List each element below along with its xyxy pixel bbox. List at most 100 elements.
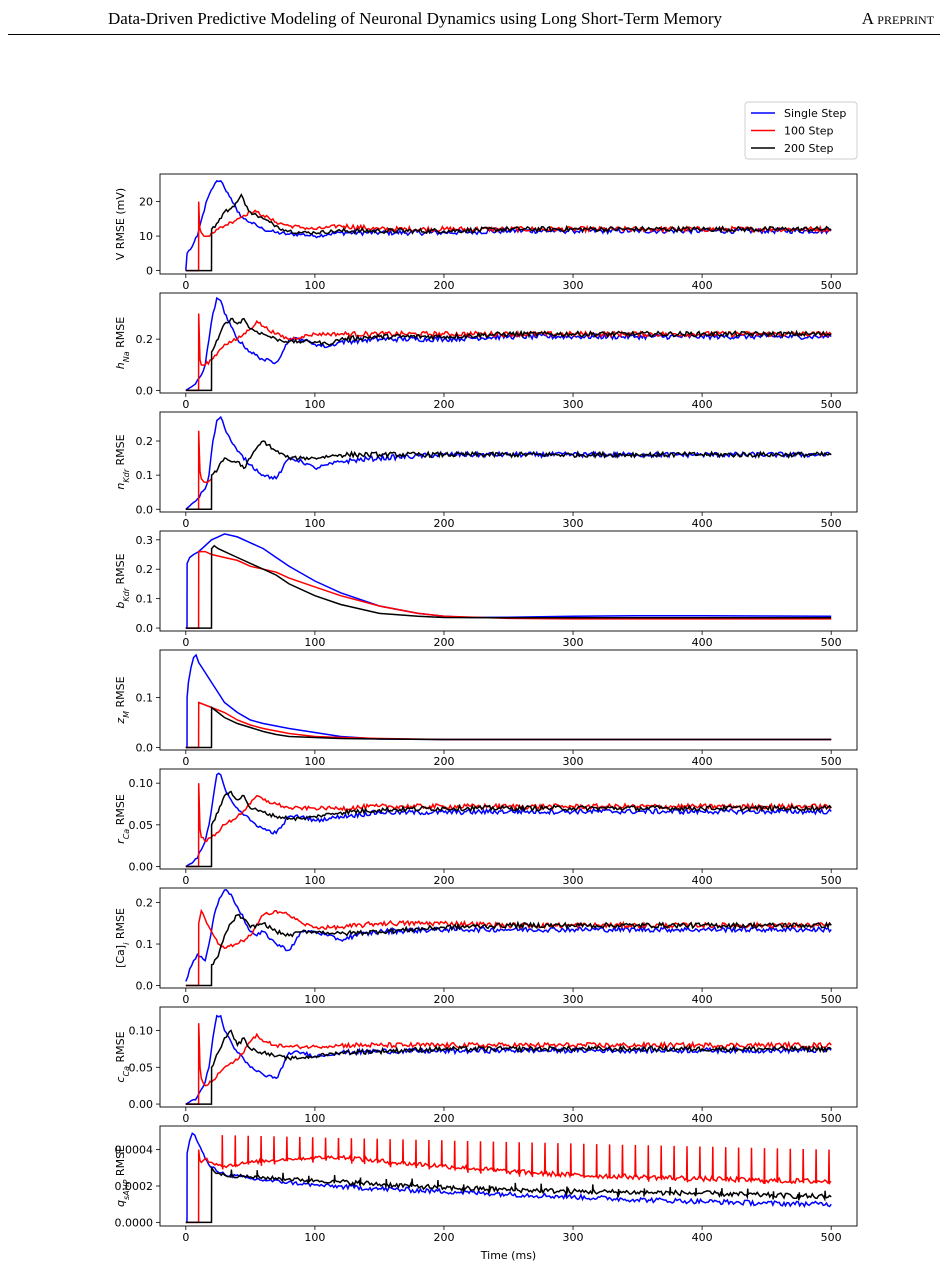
y-tick-label: 0.10 bbox=[129, 1025, 154, 1038]
panel-7-series bbox=[185, 888, 832, 987]
x-tick-label: 400 bbox=[692, 755, 713, 768]
series-line-100-step bbox=[185, 783, 832, 868]
x-tick-label: 0 bbox=[182, 636, 189, 649]
series-line-single-step bbox=[185, 653, 832, 749]
y-tick-label: 0.05 bbox=[129, 819, 154, 832]
y-axis-label: rCa RMSE bbox=[114, 794, 131, 844]
x-tick-label: 200 bbox=[433, 636, 454, 649]
x-tick-label: 100 bbox=[304, 398, 325, 411]
series-line-200-step bbox=[185, 440, 832, 511]
x-tick-label: 500 bbox=[821, 398, 842, 411]
x-tick-label: 100 bbox=[304, 755, 325, 768]
y-tick-label: 0.0 bbox=[136, 503, 154, 516]
x-tick-label: 200 bbox=[433, 874, 454, 887]
x-tick-label: 0 bbox=[182, 993, 189, 1006]
x-tick-label: 300 bbox=[563, 398, 584, 411]
x-tick-label: 0 bbox=[182, 1112, 189, 1125]
legend-label: 100 Step bbox=[784, 125, 834, 138]
legend-label: 200 Step bbox=[784, 142, 834, 155]
y-tick-label: 0.2 bbox=[136, 897, 154, 910]
axes-frame bbox=[159, 530, 858, 632]
x-tick-label: 500 bbox=[821, 517, 842, 530]
x-tick-label: 200 bbox=[433, 398, 454, 411]
series-line-single-step bbox=[185, 1014, 832, 1105]
panel-2-series bbox=[185, 296, 832, 392]
series-line-200-step bbox=[185, 913, 832, 987]
series-line-100-step bbox=[185, 701, 832, 749]
x-tick-label: 400 bbox=[692, 279, 713, 292]
y-axis-label: [Ca]i RMSE bbox=[114, 908, 131, 968]
running-title: Data-Driven Predictive Modeling of Neuro… bbox=[108, 9, 722, 28]
x-tick-label: 400 bbox=[692, 1112, 713, 1125]
axes-frame bbox=[159, 887, 858, 989]
panel-6: 0 100 200 300 400 500 0.00 0.05 0.10 rCa RMSE bbox=[114, 768, 858, 887]
series-line-100-step bbox=[185, 201, 832, 272]
series-line-100-step bbox=[185, 1023, 832, 1105]
x-tick-label: 500 bbox=[821, 993, 842, 1006]
x-tick-label: 400 bbox=[692, 993, 713, 1006]
y-axis-label: V RMSE (mV) bbox=[114, 188, 127, 260]
x-tick-label: 100 bbox=[304, 993, 325, 1006]
y-tick-label: 0.3 bbox=[136, 534, 154, 547]
y-tick-label: 0.0004 bbox=[115, 1144, 154, 1157]
axes-frame bbox=[159, 1125, 858, 1227]
panel-1-series bbox=[185, 180, 832, 272]
axes-frame bbox=[159, 768, 858, 870]
series-line-single-step bbox=[185, 1132, 832, 1224]
x-tick-label: 300 bbox=[563, 755, 584, 768]
x-tick-label: 200 bbox=[433, 1112, 454, 1125]
x-tick-label: 300 bbox=[563, 874, 584, 887]
series-line-100-step bbox=[185, 908, 832, 987]
series-line-single-step bbox=[185, 296, 832, 392]
y-tick-label: 0.0 bbox=[136, 980, 154, 993]
y-tick-label: 0.1 bbox=[136, 469, 154, 482]
x-tick-label: 200 bbox=[433, 755, 454, 768]
x-tick-label: 300 bbox=[563, 636, 584, 649]
y-tick-label: 0.0 bbox=[136, 742, 154, 755]
series-line-100-step bbox=[185, 550, 832, 629]
series-line-single-step bbox=[185, 180, 832, 271]
x-tick-label: 500 bbox=[821, 1231, 842, 1244]
series-line-single-step bbox=[185, 772, 832, 868]
y-tick-label: 0.10 bbox=[129, 777, 154, 790]
y-axis-label: zM RMSE bbox=[114, 676, 131, 724]
panel-9-series bbox=[185, 1132, 832, 1224]
x-tick-label: 200 bbox=[433, 993, 454, 1006]
preprint-tag: A preprint bbox=[861, 9, 934, 28]
y-tick-label: 0.1 bbox=[136, 692, 154, 705]
x-tick-label: 0 bbox=[182, 517, 189, 530]
x-tick-label: 100 bbox=[304, 1112, 325, 1125]
panel-3: 0 100 200 300 400 500 0.0 0.1 0.2 nKdr RMSE bbox=[114, 411, 858, 530]
x-tick-label: 0 bbox=[182, 279, 189, 292]
series-line-200-step bbox=[185, 317, 832, 392]
page-header: Data-Driven Predictive Modeling of Neuro… bbox=[0, 0, 948, 35]
y-tick-label: 10 bbox=[139, 230, 153, 243]
x-tick-label: 300 bbox=[563, 1112, 584, 1125]
x-tick-label: 300 bbox=[563, 517, 584, 530]
axes-frame bbox=[159, 1006, 858, 1108]
series-line-200-step bbox=[185, 1029, 832, 1105]
series-line-single-step bbox=[185, 888, 832, 982]
panel-7: 0 100 200 300 400 500 0.0 0.1 0.2 [Ca]i RMSE bbox=[114, 887, 858, 1006]
panel-4: 0 100 200 300 400 500 0.0 0.1 0.2 0.3 bKdr RMSE bbox=[114, 530, 858, 649]
series-line-100-step bbox=[185, 430, 213, 511]
y-axis-label: nKdr RMSE bbox=[114, 434, 131, 489]
y-axis-label: qsAHP RMSE bbox=[114, 1145, 131, 1207]
x-tick-label: 0 bbox=[182, 398, 189, 411]
axes-frame bbox=[159, 411, 858, 513]
series-line-200-step bbox=[185, 1165, 832, 1224]
x-tick-label: 400 bbox=[692, 517, 713, 530]
x-tick-label: 400 bbox=[692, 1231, 713, 1244]
x-tick-label: 300 bbox=[563, 1231, 584, 1244]
x-tick-label: 100 bbox=[304, 874, 325, 887]
y-tick-label: 0.2 bbox=[136, 333, 154, 346]
series-line-single-step bbox=[185, 415, 832, 510]
panel-2: 0 100 200 300 400 500 0.0 0.2 hNa RMSE bbox=[114, 292, 858, 411]
x-tick-label: 100 bbox=[304, 279, 325, 292]
y-tick-label: 0.2 bbox=[136, 435, 154, 448]
y-axis-label: cCa RMSE bbox=[114, 1031, 131, 1082]
y-tick-label: 0.00 bbox=[129, 861, 154, 874]
x-axis-label: Time (ms) bbox=[480, 1249, 536, 1262]
legend-box bbox=[744, 101, 858, 160]
